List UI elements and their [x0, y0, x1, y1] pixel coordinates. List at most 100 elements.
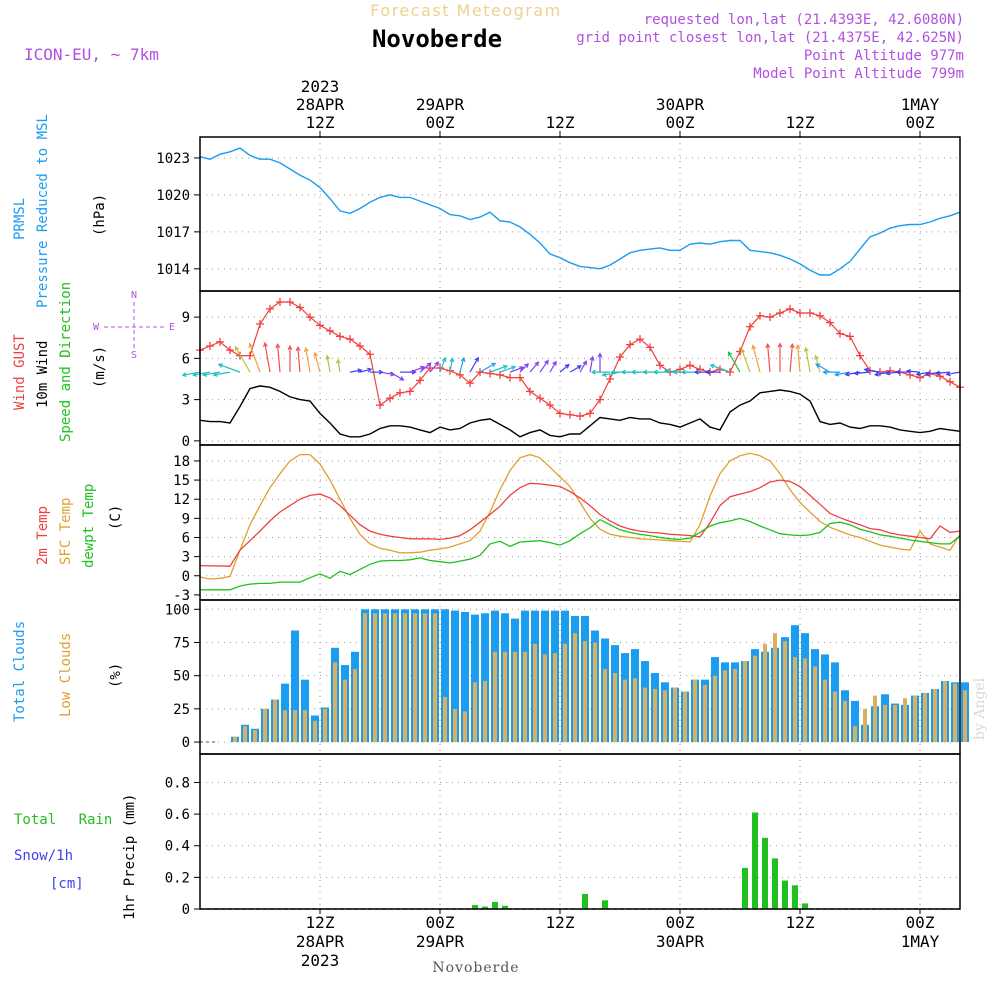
wind-arrow-head — [590, 369, 596, 375]
wind-arrow-head — [263, 341, 268, 348]
low-cloud-bar — [333, 662, 337, 743]
wind-arrow — [789, 344, 794, 373]
low-cloud-bar — [863, 708, 867, 743]
pressure-ytick-label: 1017 — [156, 225, 190, 241]
low-cloud-bar — [623, 679, 627, 743]
low-cloud-bar — [833, 691, 837, 743]
temp-sfc-line — [199, 452, 961, 580]
wind-gust-marker — [266, 304, 274, 313]
wind-arrow-head — [884, 370, 890, 376]
wind-gust-marker — [786, 304, 794, 313]
compass-east: E — [169, 322, 175, 333]
clouds-ytick-label: 75 — [173, 635, 190, 651]
precipitation-ytick-label: 0.8 — [165, 775, 190, 791]
wind-gust-marker — [826, 318, 834, 327]
wind-arrow-head — [630, 369, 636, 375]
wind-arrow-head — [313, 351, 319, 357]
model-altitude: Model Point Altitude 799m — [753, 66, 964, 82]
wind-arrow — [845, 371, 861, 376]
wind-arrow — [710, 364, 731, 373]
clouds-panel: 0 25 50 75 100 — [165, 600, 969, 754]
top-time-label: 29APR — [416, 95, 465, 114]
rain-bar — [742, 867, 748, 909]
wind-arrow-head — [524, 363, 530, 368]
low-clouds-label: Low Clouds — [58, 633, 74, 717]
wind-arrow-head — [534, 361, 540, 367]
top-time-label: 12Z — [546, 113, 575, 132]
wind-arrow-head — [589, 355, 595, 361]
wind-gust-marker — [366, 350, 374, 359]
temperature-ytick-label: 18 — [173, 454, 190, 470]
precipitation-ytick-label: 0.4 — [165, 839, 190, 855]
wind-gust-marker — [226, 346, 234, 355]
low-cloud-bar — [353, 669, 357, 743]
wind-arrow-head — [420, 365, 426, 371]
low-cloud-bar — [813, 666, 817, 743]
bottom-time-label: 29APR — [416, 932, 465, 951]
pressure-label-msl: Pressure Reduced to MSL — [35, 114, 51, 308]
wind-arrow — [305, 347, 311, 373]
low-cloud-bar — [543, 654, 547, 743]
wind-arrow — [906, 370, 921, 373]
rain-bar — [792, 885, 798, 909]
wind-arrow-head — [597, 352, 603, 358]
low-cloud-bar — [713, 675, 717, 743]
low-cloud-bar — [323, 708, 327, 743]
wind-arrow — [314, 352, 321, 373]
wind-gust-marker — [586, 409, 594, 418]
total-rain-label: Total Rain — [14, 812, 112, 828]
wind-arrow-head — [727, 351, 733, 357]
wind-arrow — [409, 366, 425, 373]
wind-arrow — [297, 347, 301, 373]
temp-labels: 2m Temp SFC Temp dewpt Temp (C) — [35, 484, 124, 568]
snow-label: Snow/1h — [14, 848, 73, 864]
wind-unit: (m/s) — [92, 346, 108, 388]
wind-arrow-head — [434, 361, 440, 367]
wind-gust-marker — [276, 298, 284, 306]
temperature-ytick-label: 0 — [182, 569, 190, 585]
requested-coords: requested lon,lat (21.4393E, 42.6080N) — [644, 12, 964, 28]
pressure-line — [199, 147, 961, 276]
wind-arrow-head — [803, 346, 809, 352]
low-cloud-bar — [943, 680, 947, 743]
low-cloud-bar — [403, 613, 407, 743]
wind-gust-marker — [536, 394, 544, 403]
wind-arrow — [559, 364, 570, 373]
low-cloud-bar — [723, 670, 727, 743]
low-cloud-bar — [273, 699, 277, 743]
precipitation-ytick-label: 0 — [182, 902, 190, 918]
total-cloud-bar — [461, 611, 469, 743]
wind-gust-label: Wind GUST — [12, 334, 28, 410]
wind-arrow — [234, 346, 251, 373]
wind-gust-marker — [656, 361, 664, 370]
model-name: ICON-EU, ~ 7km — [24, 45, 159, 64]
wind-arrow-head — [789, 342, 795, 349]
precip-labels: Total Rain Snow/1h [cm] 1hr Precip (mm) — [14, 794, 138, 920]
wind-gust-marker — [946, 377, 954, 386]
wind-gust-marker — [336, 332, 344, 341]
low-cloud-bar — [953, 683, 957, 743]
temperature-panel: -3 0 3 6 9 12 15 18 — [173, 445, 961, 604]
precipitation-ytick-label: 0.6 — [165, 807, 190, 823]
top-time-label: 00Z — [666, 113, 695, 132]
wind-arrow — [946, 371, 961, 376]
low-cloud-bar — [593, 642, 597, 743]
wind-arrow-head — [582, 360, 587, 366]
low-cloud-bar — [913, 695, 917, 743]
low-cloud-bar — [933, 688, 937, 743]
wind-arrow — [741, 348, 751, 373]
wind-arrow — [249, 343, 261, 373]
bottom-time-label: 30APR — [656, 932, 705, 951]
wind-arrow — [752, 345, 761, 373]
low-cloud-bar — [563, 643, 567, 743]
wind-arrow-head — [844, 371, 850, 377]
wind-gust-marker — [506, 373, 514, 382]
low-cloud-bar — [343, 679, 347, 743]
total-cloud-bar — [481, 613, 489, 743]
wind-arrow-head — [544, 359, 549, 365]
wind-arrow-head — [449, 357, 455, 363]
compass-south: S — [131, 350, 137, 361]
wind-arrow — [429, 361, 439, 373]
rain-bar — [802, 903, 808, 909]
